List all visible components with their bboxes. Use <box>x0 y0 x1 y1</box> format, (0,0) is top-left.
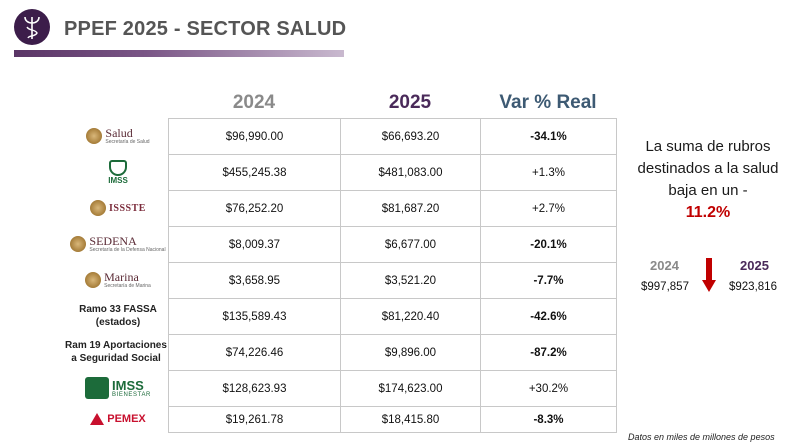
value-var: -87.2% <box>480 334 617 371</box>
summary-text-block: La suma de rubros destinados a la salud … <box>628 136 788 224</box>
value-var: -8.3% <box>480 406 617 433</box>
table-row: $455,245.38 $481,083.00 +1.3% <box>168 154 617 191</box>
column-header-2024: 2024 <box>232 92 276 113</box>
value-2024: $19,261.78 <box>168 406 341 433</box>
row-label-imss-bienestar: IMSS BIENESTAR <box>70 370 166 406</box>
table-row: $3,658.95 $3,521.20 -7.7% <box>168 262 617 299</box>
ram-19-label: Ram 19 Aportaciones a Seguridad Social <box>65 340 167 364</box>
sedena-logo-text: SEDENA <box>89 234 137 248</box>
value-2024: $135,589.43 <box>168 298 341 335</box>
summary-text: La suma de rubros destinados a la salud … <box>637 138 779 199</box>
value-2025: $81,220.40 <box>340 298 481 335</box>
sedena-logo-subtext: Secretaría de la Defensa Nacional <box>89 247 166 253</box>
footnote: Datos en miles de millones de pesos <box>628 432 775 442</box>
total-year-2024: 2024 <box>650 258 679 273</box>
row-label-ramo-33: Ramo 33 FASSA (estados) <box>70 298 166 334</box>
value-var: -20.1% <box>480 226 617 263</box>
row-label-issste: ISSSTE <box>70 190 166 226</box>
value-2024: $128,623.93 <box>168 370 341 407</box>
value-var: +30.2% <box>480 370 617 407</box>
value-2025: $9,896.00 <box>340 334 481 371</box>
value-2024: $3,658.95 <box>168 262 341 299</box>
value-2024: $96,990.00 <box>168 118 341 155</box>
row-label-salud: Salud Secretaría de Salud <box>70 118 166 154</box>
issste-emblem-icon <box>90 200 107 216</box>
column-header-2025: 2025 <box>388 92 432 113</box>
table-row: $76,252.20 $81,687.20 +2.7% <box>168 190 617 227</box>
row-label-pemex: PEMEX <box>70 406 166 432</box>
column-header-var-real: Var % Real <box>499 92 597 113</box>
page-title: PPEF 2025 - SECTOR SALUD <box>64 18 347 40</box>
pemex-logo-text: PEMEX <box>107 413 146 425</box>
table-row: $96,990.00 $66,693.20 -34.1% <box>168 118 617 155</box>
value-2025: $6,677.00 <box>340 226 481 263</box>
pemex-eagle-icon <box>90 413 105 425</box>
marina-logo-text: Marina <box>104 270 139 284</box>
table-row: $128,623.93 $174,623.00 +30.2% <box>168 370 617 407</box>
caduceus-icon <box>14 9 50 45</box>
imss-bienestar-shield-icon <box>85 377 110 399</box>
down-arrow-icon <box>702 258 716 294</box>
table-row: $74,226.46 $9,896.00 -87.2% <box>168 334 617 371</box>
marina-logo-subtext: Secretaría de Marina <box>104 283 151 289</box>
salud-logo-text: Salud <box>105 126 133 140</box>
value-2024: $76,252.20 <box>168 190 341 227</box>
mexico-seal-icon <box>86 128 103 144</box>
value-2025: $18,415.80 <box>340 406 481 433</box>
mexico-seal-icon <box>85 272 102 288</box>
row-label-ram-19: Ram 19 Aportaciones a Seguridad Social <box>62 334 170 370</box>
total-year-2025: 2025 <box>740 258 769 273</box>
total-value-2024: $997,857 <box>641 281 689 293</box>
value-2024: $8,009.37 <box>168 226 341 263</box>
value-2025: $3,521.20 <box>340 262 481 299</box>
value-var: -7.7% <box>480 262 617 299</box>
value-2025: $66,693.20 <box>340 118 481 155</box>
table-row: $8,009.37 $6,677.00 -20.1% <box>168 226 617 263</box>
value-var: -42.6% <box>480 298 617 335</box>
row-label-imss: IMSS <box>70 154 166 190</box>
value-var: +2.7% <box>480 190 617 227</box>
table-row: $19,261.78 $18,415.80 -8.3% <box>168 406 617 433</box>
value-2025: $174,623.00 <box>340 370 481 407</box>
imss-bienestar-logo-text: IMSS <box>112 377 144 393</box>
mexico-seal-icon <box>70 236 87 252</box>
title-underline <box>14 50 344 57</box>
value-var: -34.1% <box>480 118 617 155</box>
value-2025: $481,083.00 <box>340 154 481 191</box>
row-label-marina: Marina Secretaría de Marina <box>70 262 166 298</box>
imss-logo-text: IMSS <box>108 175 128 185</box>
salud-logo-subtext: Secretaría de Salud <box>105 139 150 145</box>
imss-shield-icon <box>109 159 127 176</box>
table-row: $135,589.43 $81,220.40 -42.6% <box>168 298 617 335</box>
total-value-2025: $923,816 <box>729 281 777 293</box>
value-2025: $81,687.20 <box>340 190 481 227</box>
value-2024: $455,245.38 <box>168 154 341 191</box>
budget-table: $96,990.00 $66,693.20 -34.1% $455,245.38… <box>168 118 617 433</box>
row-label-sedena: SEDENA Secretaría de la Defensa Nacional <box>70 226 166 262</box>
value-var: +1.3% <box>480 154 617 191</box>
imss-bienestar-logo-subtext: BIENESTAR <box>112 391 151 398</box>
value-2024: $74,226.46 <box>168 334 341 371</box>
summary-percent: 11.2% <box>685 204 731 221</box>
ramo-33-label: Ramo 33 FASSA (estados) <box>79 304 157 328</box>
issste-logo-text: ISSSTE <box>109 202 146 214</box>
